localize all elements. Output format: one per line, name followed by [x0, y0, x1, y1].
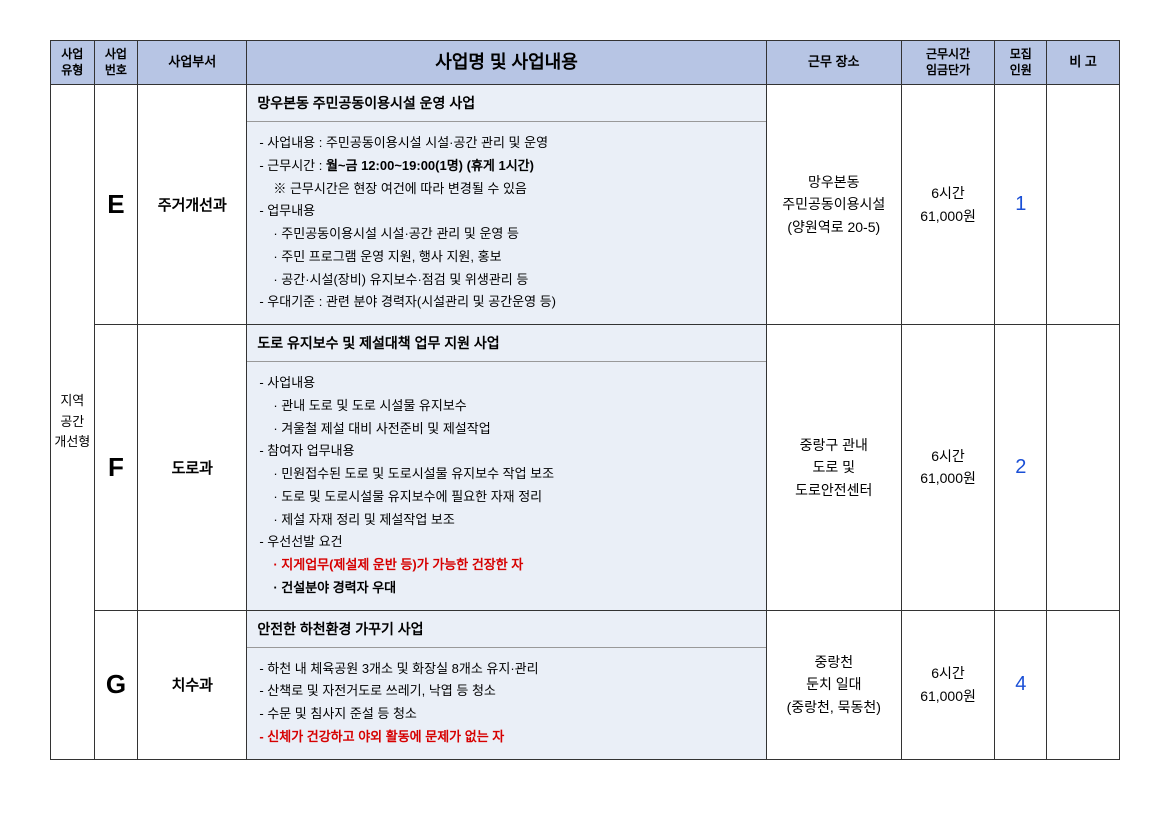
- recruit-count: 2: [995, 325, 1047, 611]
- table-row: F도로과도로 유지보수 및 제설대책 업무 지원 사업- 사업내용· 관내 도로…: [51, 325, 1120, 611]
- detail-line: · 건설분야 경력자 우대: [259, 577, 753, 600]
- table-row: 지역공간개선형E주거개선과망우본동 주민공동이용시설 운영 사업- 사업내용 :…: [51, 85, 1120, 325]
- detail-line: - 참여자 업무내용: [259, 440, 753, 463]
- work-location: 중랑구 관내도로 및도로안전센터: [766, 325, 901, 611]
- project-number: E: [94, 85, 138, 325]
- project-title: 도로 유지보수 및 제설대책 업무 지원 사업: [247, 325, 765, 362]
- detail-line: · 관내 도로 및 도로 시설물 유지보수: [259, 395, 753, 418]
- detail-line: · 겨울철 제설 대비 사전준비 및 제설작업: [259, 418, 753, 441]
- detail-line: - 근무시간 : 월~금 12:00~19:00(1명) (휴게 1시간): [259, 155, 753, 178]
- table-body: 지역공간개선형E주거개선과망우본동 주민공동이용시설 운영 사업- 사업내용 :…: [51, 85, 1120, 760]
- project-title: 안전한 하천환경 가꾸기 사업: [247, 611, 765, 648]
- department: 도로과: [138, 325, 247, 611]
- note: [1047, 610, 1120, 759]
- table-row: G치수과안전한 하천환경 가꾸기 사업- 하천 내 체육공원 3개소 및 화장실…: [51, 610, 1120, 759]
- department: 주거개선과: [138, 85, 247, 325]
- category-cell: 지역공간개선형: [51, 85, 95, 760]
- header-desc: 사업명 및 사업내용: [247, 41, 766, 85]
- recruit-count: 4: [995, 610, 1047, 759]
- description-cell: 망우본동 주민공동이용시설 운영 사업- 사업내용 : 주민공동이용시설 시설·…: [247, 85, 766, 325]
- detail-line: · 지게업무(제설제 운반 등)가 가능한 건장한 자: [259, 554, 753, 577]
- detail-line: - 하천 내 체육공원 3개소 및 화장실 8개소 유지·관리: [259, 658, 753, 681]
- note: [1047, 325, 1120, 611]
- work-location: 망우본동주민공동이용시설(양원역로 20-5): [766, 85, 901, 325]
- detail-line: ※ 근무시간은 현장 여건에 따라 변경될 수 있음: [259, 178, 753, 201]
- header-note: 비 고: [1047, 41, 1120, 85]
- detail-line: · 주민공동이용시설 시설·공간 관리 및 운영 등: [259, 223, 753, 246]
- header-recruit: 모집인원: [995, 41, 1047, 85]
- project-table: 사업유형 사업번호 사업부서 사업명 및 사업내용 근무 장소 근무시간임금단가…: [50, 40, 1120, 760]
- detail-line: · 공간·시설(장비) 유지보수·점검 및 위생관리 등: [259, 269, 753, 292]
- project-number: G: [94, 610, 138, 759]
- recruit-count: 1: [995, 85, 1047, 325]
- project-title: 망우본동 주민공동이용시설 운영 사업: [247, 85, 765, 122]
- header-dept: 사업부서: [138, 41, 247, 85]
- header-loc: 근무 장소: [766, 41, 901, 85]
- detail-line: - 산책로 및 자전거도로 쓰레기, 낙엽 등 청소: [259, 680, 753, 703]
- detail-line: - 신체가 건강하고 야외 활동에 문제가 없는 자: [259, 726, 753, 749]
- detail-line: · 도로 및 도로시설물 유지보수에 필요한 자재 정리: [259, 486, 753, 509]
- project-details: - 사업내용 : 주민공동이용시설 시설·공간 관리 및 운영- 근무시간 : …: [247, 122, 765, 324]
- note: [1047, 85, 1120, 325]
- detail-line: - 수문 및 침사지 준설 등 청소: [259, 703, 753, 726]
- detail-line: - 우대기준 : 관련 분야 경력자(시설관리 및 공간운영 등): [259, 291, 753, 314]
- department: 치수과: [138, 610, 247, 759]
- description-cell: 안전한 하천환경 가꾸기 사업- 하천 내 체육공원 3개소 및 화장실 8개소…: [247, 610, 766, 759]
- detail-line: · 주민 프로그램 운영 지원, 행사 지원, 홍보: [259, 246, 753, 269]
- project-number: F: [94, 325, 138, 611]
- work-hours-wage: 6시간61,000원: [901, 610, 994, 759]
- detail-line: - 사업내용 : 주민공동이용시설 시설·공간 관리 및 운영: [259, 132, 753, 155]
- work-hours-wage: 6시간61,000원: [901, 85, 994, 325]
- header-type: 사업유형: [51, 41, 95, 85]
- detail-line: - 사업내용: [259, 372, 753, 395]
- project-details: - 사업내용· 관내 도로 및 도로 시설물 유지보수· 겨울철 제설 대비 사…: [247, 362, 765, 610]
- work-location: 중랑천둔치 일대(중랑천, 묵동천): [766, 610, 901, 759]
- detail-line: · 제설 자재 정리 및 제설작업 보조: [259, 509, 753, 532]
- project-details: - 하천 내 체육공원 3개소 및 화장실 8개소 유지·관리- 산책로 및 자…: [247, 648, 765, 759]
- detail-line: - 우선선발 요건: [259, 531, 753, 554]
- header-hours: 근무시간임금단가: [901, 41, 994, 85]
- header-row: 사업유형 사업번호 사업부서 사업명 및 사업내용 근무 장소 근무시간임금단가…: [51, 41, 1120, 85]
- description-cell: 도로 유지보수 및 제설대책 업무 지원 사업- 사업내용· 관내 도로 및 도…: [247, 325, 766, 611]
- detail-line: · 민원접수된 도로 및 도로시설물 유지보수 작업 보조: [259, 463, 753, 486]
- detail-line: - 업무내용: [259, 200, 753, 223]
- work-hours-wage: 6시간61,000원: [901, 325, 994, 611]
- header-num: 사업번호: [94, 41, 138, 85]
